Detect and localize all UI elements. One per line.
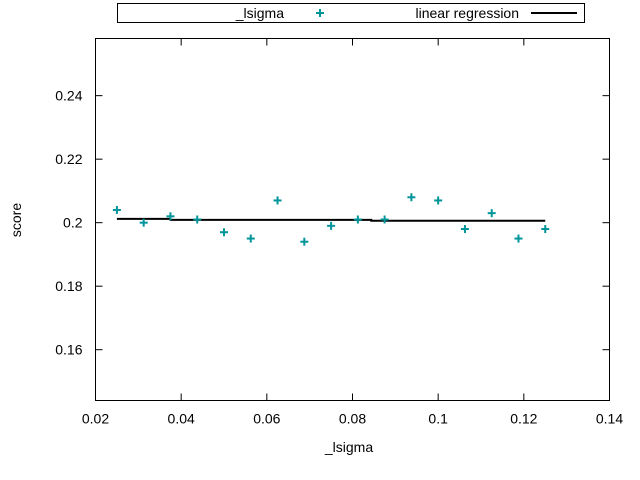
regression-line: [116, 217, 546, 222]
axis-ticks: 0.02 0.04 0.06 0.08 0.1 0.12 0.14 0.16 0.18 0.2 0.…: [55, 38, 623, 427]
legend-marker-plus: [316, 9, 324, 17]
legend-label-scatter: _lsigma: [235, 5, 284, 21]
data-point: [514, 234, 523, 243]
data-point: [380, 215, 389, 224]
data-point: [139, 218, 148, 227]
data-point: [434, 196, 443, 205]
x-tick-label: 0.1: [428, 411, 448, 427]
data-point: [460, 225, 469, 234]
y-tick-label: 0.24: [55, 88, 82, 104]
data-point: [407, 193, 416, 202]
data-point: [541, 225, 550, 234]
x-axis-label: _lsigma: [324, 439, 373, 455]
x-tick-label: 0.08: [339, 411, 366, 427]
data-point: [220, 228, 228, 237]
data-layer: [112, 193, 550, 246]
y-tick-label: 0.22: [55, 151, 82, 167]
data-point: [112, 205, 121, 214]
legend: _lsigma linear regression: [117, 3, 585, 23]
data-point: [300, 237, 309, 246]
x-tick-label: 0.14: [596, 411, 623, 427]
data-point: [193, 215, 202, 224]
y-tick-label: 0.18: [55, 278, 82, 294]
y-tick-label: 0.16: [55, 342, 82, 358]
x-tick-label: 0.12: [510, 411, 537, 427]
legend-box: [117, 3, 585, 23]
x-tick-label: 0.06: [253, 411, 280, 427]
data-point: [166, 212, 175, 221]
legend-label-regression: linear regression: [416, 5, 520, 21]
x-tick-label: 0.04: [168, 411, 195, 427]
y-tick-label: 0.2: [63, 215, 83, 231]
data-point: [353, 215, 362, 224]
data-point: [327, 221, 336, 230]
x-tick-label: 0.02: [82, 411, 109, 427]
data-point: [246, 234, 255, 243]
legend-plus-mark: [316, 9, 324, 17]
data-point: [487, 209, 496, 218]
data-point: [273, 196, 282, 205]
y-axis-label: score: [8, 203, 24, 237]
